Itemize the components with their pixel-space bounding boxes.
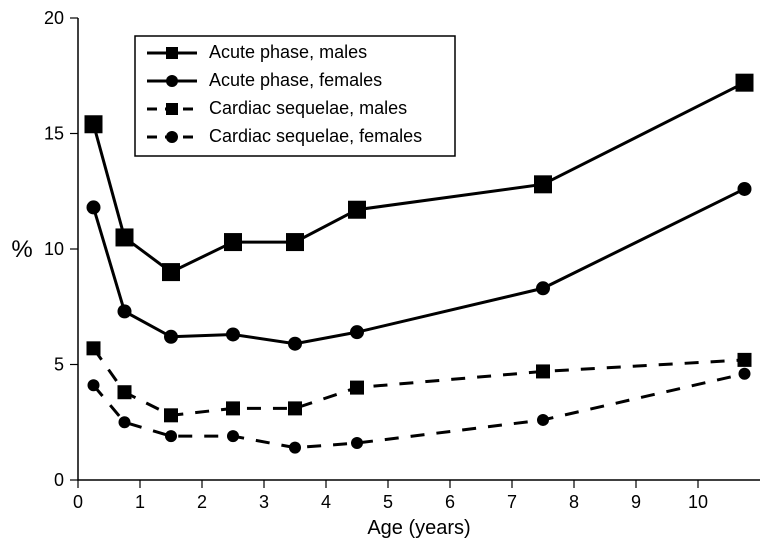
marker-circle — [288, 337, 302, 351]
y-tick-label: 0 — [54, 470, 64, 490]
x-tick-label: 6 — [445, 492, 455, 512]
marker-circle — [87, 200, 101, 214]
x-tick-label: 9 — [631, 492, 641, 512]
marker-square — [85, 115, 103, 133]
marker-square — [226, 401, 240, 415]
x-tick-label: 8 — [569, 492, 579, 512]
marker-square — [224, 233, 242, 251]
marker-square — [286, 233, 304, 251]
legend-label: Cardiac sequelae, males — [209, 98, 407, 118]
marker-square — [738, 353, 752, 367]
marker-circle — [164, 330, 178, 344]
x-tick-label: 3 — [259, 492, 269, 512]
marker-square — [116, 228, 134, 246]
x-tick-label: 2 — [197, 492, 207, 512]
marker-square — [162, 263, 180, 281]
marker-circle — [351, 437, 363, 449]
y-tick-label: 5 — [54, 355, 64, 375]
marker-circle — [88, 379, 100, 391]
marker-square — [536, 364, 550, 378]
marker-square — [164, 408, 178, 422]
marker-square — [350, 381, 364, 395]
legend-label: Cardiac sequelae, females — [209, 126, 422, 146]
marker-circle — [536, 281, 550, 295]
x-tick-label: 0 — [73, 492, 83, 512]
marker-square — [288, 401, 302, 415]
y-tick-label: 15 — [44, 124, 64, 144]
marker-square — [736, 74, 754, 92]
marker-circle — [537, 414, 549, 426]
legend-marker-circle — [166, 75, 178, 87]
legend-marker-circle — [166, 131, 178, 143]
marker-square — [348, 201, 366, 219]
marker-circle — [227, 430, 239, 442]
marker-circle — [739, 368, 751, 380]
marker-circle — [350, 325, 364, 339]
marker-circle — [289, 442, 301, 454]
chart-svg: 0 5 10 15 20 0 1 2 3 4 5 6 7 8 9 10 Age (years)% Acute ph… — [0, 0, 779, 541]
y-tick-label: 20 — [44, 8, 64, 28]
x-tick-label: 10 — [688, 492, 708, 512]
x-tick-label: 1 — [135, 492, 145, 512]
x-axis-title: Age (years) — [367, 517, 470, 539]
marker-circle — [226, 327, 240, 341]
marker-square — [534, 175, 552, 193]
line-chart: 0 5 10 15 20 0 1 2 3 4 5 6 7 8 9 10 Age (years)% Acute ph… — [0, 0, 779, 541]
legend-marker-square — [166, 103, 178, 115]
marker-circle — [118, 304, 132, 318]
y-tick-label: 10 — [44, 239, 64, 259]
x-tick-label: 7 — [507, 492, 517, 512]
marker-square — [87, 341, 101, 355]
marker-square — [118, 385, 132, 399]
legend-marker-square — [166, 47, 178, 59]
x-tick-label: 4 — [321, 492, 331, 512]
x-tick-label: 5 — [383, 492, 393, 512]
marker-circle — [738, 182, 752, 196]
y-axis-title: % — [11, 236, 32, 263]
legend-label: Acute phase, females — [209, 70, 382, 90]
marker-circle — [165, 430, 177, 442]
legend-label: Acute phase, males — [209, 42, 367, 62]
marker-circle — [119, 416, 131, 428]
